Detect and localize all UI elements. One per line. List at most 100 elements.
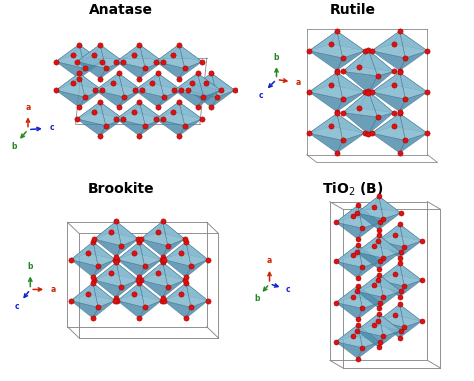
Point xyxy=(354,322,362,328)
Polygon shape xyxy=(372,72,400,92)
Point xyxy=(154,104,162,110)
Point xyxy=(141,65,149,71)
Polygon shape xyxy=(71,242,93,259)
Polygon shape xyxy=(356,291,383,308)
Point xyxy=(396,294,403,300)
Polygon shape xyxy=(116,280,138,298)
Point xyxy=(353,210,360,216)
Point xyxy=(359,264,366,271)
Polygon shape xyxy=(179,62,202,78)
Polygon shape xyxy=(343,50,368,71)
Point xyxy=(96,99,104,105)
Point xyxy=(118,284,125,290)
Point xyxy=(164,284,172,290)
Polygon shape xyxy=(164,242,191,266)
Polygon shape xyxy=(356,330,383,347)
Polygon shape xyxy=(336,325,363,348)
Polygon shape xyxy=(309,51,343,70)
Point xyxy=(141,304,148,311)
Polygon shape xyxy=(343,113,377,134)
Polygon shape xyxy=(377,224,404,247)
Point xyxy=(376,258,383,264)
Polygon shape xyxy=(186,259,208,277)
Point xyxy=(96,42,104,48)
Point xyxy=(182,280,190,286)
Point xyxy=(401,55,409,61)
Point xyxy=(91,87,99,93)
Point xyxy=(112,259,120,266)
Point xyxy=(115,70,122,76)
Polygon shape xyxy=(379,291,401,308)
Point xyxy=(160,298,168,304)
Point xyxy=(305,130,313,136)
Polygon shape xyxy=(56,62,85,78)
Point xyxy=(375,311,383,317)
Polygon shape xyxy=(88,283,115,301)
Polygon shape xyxy=(134,45,163,62)
Polygon shape xyxy=(336,222,363,239)
Polygon shape xyxy=(336,205,363,228)
Point xyxy=(138,87,146,93)
Point xyxy=(397,288,404,295)
Polygon shape xyxy=(116,239,138,257)
Point xyxy=(353,249,360,255)
Polygon shape xyxy=(139,242,162,266)
Point xyxy=(376,299,383,306)
Point xyxy=(182,274,190,280)
Point xyxy=(112,218,120,224)
Point xyxy=(111,256,119,263)
Polygon shape xyxy=(139,301,162,319)
Point xyxy=(136,133,143,139)
Polygon shape xyxy=(163,221,185,246)
Polygon shape xyxy=(73,45,102,62)
Polygon shape xyxy=(77,102,106,126)
Point xyxy=(365,88,372,94)
Polygon shape xyxy=(188,90,217,107)
Point xyxy=(184,87,192,93)
Point xyxy=(390,82,398,88)
Title: Brookite: Brookite xyxy=(88,182,154,196)
Point xyxy=(102,123,109,129)
Polygon shape xyxy=(111,221,138,239)
Polygon shape xyxy=(377,263,400,280)
Point xyxy=(84,291,91,297)
Polygon shape xyxy=(141,280,168,298)
Polygon shape xyxy=(309,72,343,99)
Polygon shape xyxy=(356,196,383,219)
Point xyxy=(198,116,206,122)
Point xyxy=(332,299,339,306)
Point xyxy=(354,275,362,281)
Point xyxy=(361,48,369,54)
Point xyxy=(332,339,339,345)
Polygon shape xyxy=(139,259,162,277)
Title: TiO$_2$ (B): TiO$_2$ (B) xyxy=(322,180,384,198)
Polygon shape xyxy=(188,73,211,90)
Polygon shape xyxy=(358,342,380,359)
Polygon shape xyxy=(368,91,394,117)
Polygon shape xyxy=(191,73,221,90)
Point xyxy=(380,294,387,300)
Point xyxy=(94,263,102,269)
Polygon shape xyxy=(372,92,405,112)
Point xyxy=(154,229,161,235)
Polygon shape xyxy=(379,235,401,258)
Polygon shape xyxy=(336,286,358,303)
Polygon shape xyxy=(377,321,404,338)
Polygon shape xyxy=(174,90,203,107)
Point xyxy=(91,52,98,58)
Polygon shape xyxy=(181,283,208,301)
Point xyxy=(375,271,383,277)
Polygon shape xyxy=(188,73,217,97)
Point xyxy=(339,68,346,74)
Point xyxy=(115,104,122,110)
Point xyxy=(380,255,387,261)
Polygon shape xyxy=(400,72,428,99)
Polygon shape xyxy=(139,62,163,78)
Point xyxy=(135,277,142,283)
Point xyxy=(52,87,60,93)
Polygon shape xyxy=(111,263,138,280)
Polygon shape xyxy=(394,31,428,51)
Point xyxy=(204,298,212,304)
Polygon shape xyxy=(337,114,365,140)
Point xyxy=(135,236,142,242)
